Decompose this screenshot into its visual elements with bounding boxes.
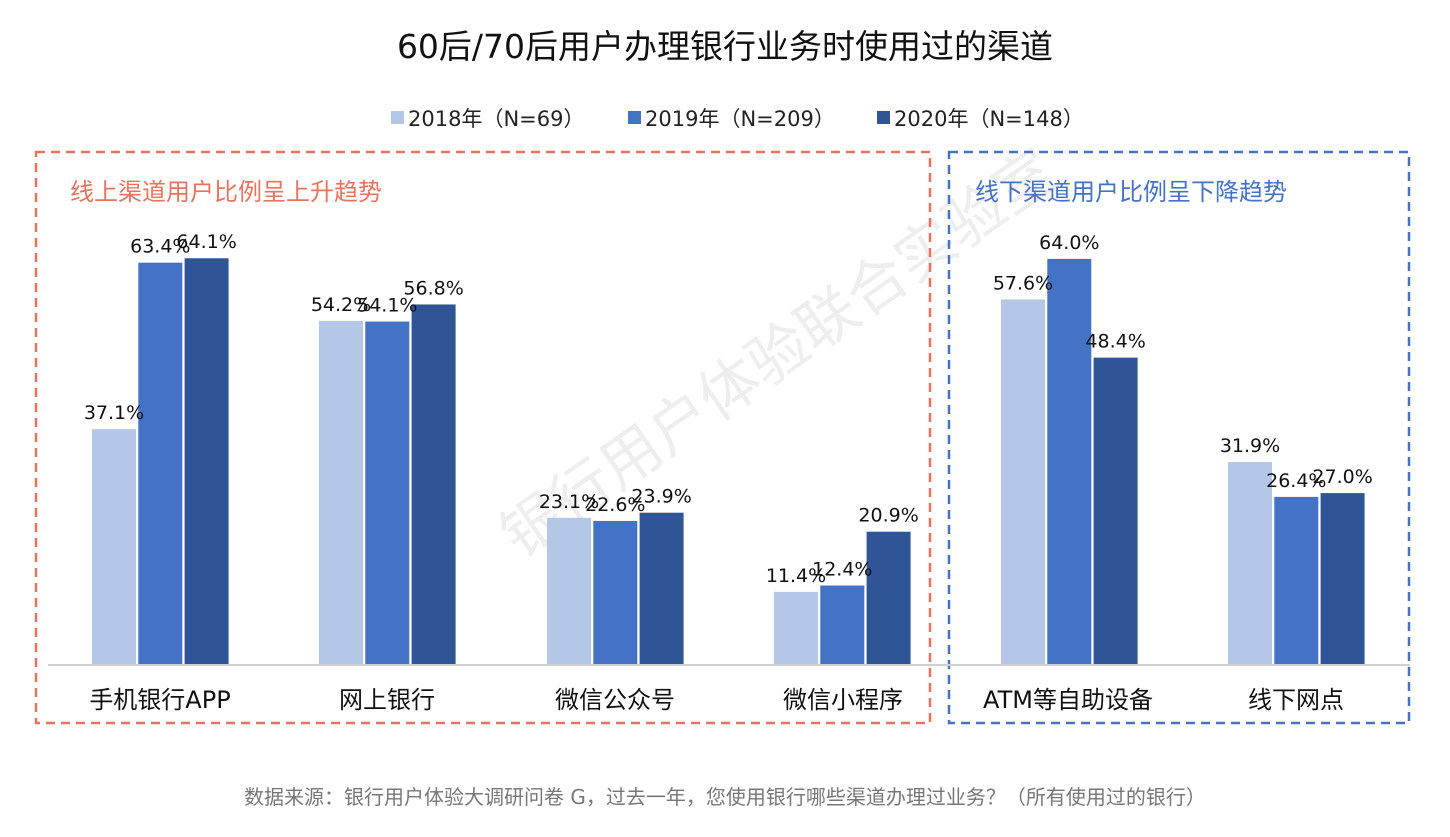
online-channels-note: 线上渠道用户比例呈上升趋势 <box>70 178 382 206</box>
value-label-online-banking-2018: 54.2% <box>311 294 371 316</box>
bars <box>92 258 1365 664</box>
value-label-wechat-account-2020: 23.9% <box>631 486 691 508</box>
offline-channels-note: 线下渠道用户比例呈下降趋势 <box>975 178 1287 206</box>
value-label-atm-2019: 64.0% <box>1039 232 1099 254</box>
value-label-atm-2018: 57.6% <box>993 272 1053 294</box>
legend: 2018年（N=69） 2019年（N=209） 2020年（N=148） <box>391 107 1084 131</box>
value-labels: 37.1% 63.4%64.1% 54.2%54.1%56.8% 23.1%22.6%… <box>84 231 1373 587</box>
bar-wechat-miniprogram-2018 <box>774 591 818 664</box>
value-label-wechat-account-2018: 23.1% <box>539 491 599 513</box>
category-label-mobile-app: 手机银行APP <box>89 686 230 714</box>
bar-online-banking-2019 <box>365 321 410 664</box>
legend-swatch-2019 <box>628 111 641 124</box>
value-label-online-banking-2020: 56.8% <box>403 277 463 299</box>
value-label-branch-2020: 27.0% <box>1312 466 1372 488</box>
bar-wechat-miniprogram-2020 <box>866 531 911 664</box>
bar-atm-2018 <box>1001 299 1045 664</box>
category-label-atm: ATM等自助设备 <box>983 686 1153 714</box>
legend-label-2018: 2018年（N=69） <box>408 107 584 131</box>
value-label-wechat-miniprogram-2020: 20.9% <box>858 505 918 527</box>
value-label-branch-2018: 31.9% <box>1220 435 1280 457</box>
category-label-online-banking: 网上银行 <box>339 686 435 714</box>
value-label-wechat-miniprogram-2019: 12.4% <box>812 559 872 581</box>
legend-label-2020: 2020年（N=148） <box>894 107 1084 131</box>
legend-swatch-2020 <box>877 111 890 124</box>
value-label-mobile-app-2019: 63.4% <box>130 236 190 258</box>
bar-mobile-app-2018 <box>92 429 136 664</box>
bar-wechat-account-2019 <box>593 520 638 664</box>
value-label-wechat-account-2019: 22.6% <box>585 494 645 516</box>
bar-wechat-account-2018 <box>547 517 591 664</box>
bar-atm-2019 <box>1047 258 1092 664</box>
bar-branch-2019 <box>1274 496 1319 664</box>
legend-label-2019: 2019年（N=209） <box>645 107 835 131</box>
bar-online-banking-2018 <box>319 320 363 664</box>
bar-branch-2020 <box>1320 493 1365 664</box>
bar-branch-2018 <box>1228 462 1272 664</box>
bar-mobile-app-2020 <box>184 258 229 664</box>
bar-online-banking-2020 <box>411 304 456 664</box>
category-labels: 手机银行APP 网上银行 微信公众号 微信小程序 ATM等自助设备 线下网点 <box>89 686 1344 714</box>
value-label-branch-2019: 26.4% <box>1266 470 1326 492</box>
offline-channels-box <box>947 150 1411 725</box>
value-label-mobile-app-2018: 37.1% <box>84 402 144 424</box>
category-label-branch: 线下网点 <box>1248 686 1344 714</box>
bar-wechat-miniprogram-2019 <box>820 585 865 664</box>
category-label-wechat-miniprogram: 微信小程序 <box>783 686 903 714</box>
bar-mobile-app-2019 <box>138 262 183 664</box>
value-label-wechat-miniprogram-2018: 11.4% <box>766 565 826 587</box>
value-label-mobile-app-2020: 64.1% <box>176 231 236 253</box>
source-note: 数据来源：银行用户体验大调研问卷 G，过去一年，您使用银行哪些渠道办理过业务？（… <box>244 785 1206 809</box>
online-channels-box <box>34 150 932 725</box>
value-label-online-banking-2019: 54.1% <box>357 295 417 317</box>
chart-title: 60后/70后用户办理银行业务时使用过的渠道 <box>397 27 1053 66</box>
bar-wechat-account-2020 <box>639 512 684 664</box>
value-label-atm-2020: 48.4% <box>1085 331 1145 353</box>
legend-swatch-2018 <box>391 111 404 124</box>
bar-atm-2020 <box>1093 357 1138 664</box>
category-label-wechat-account: 微信公众号 <box>555 686 675 714</box>
